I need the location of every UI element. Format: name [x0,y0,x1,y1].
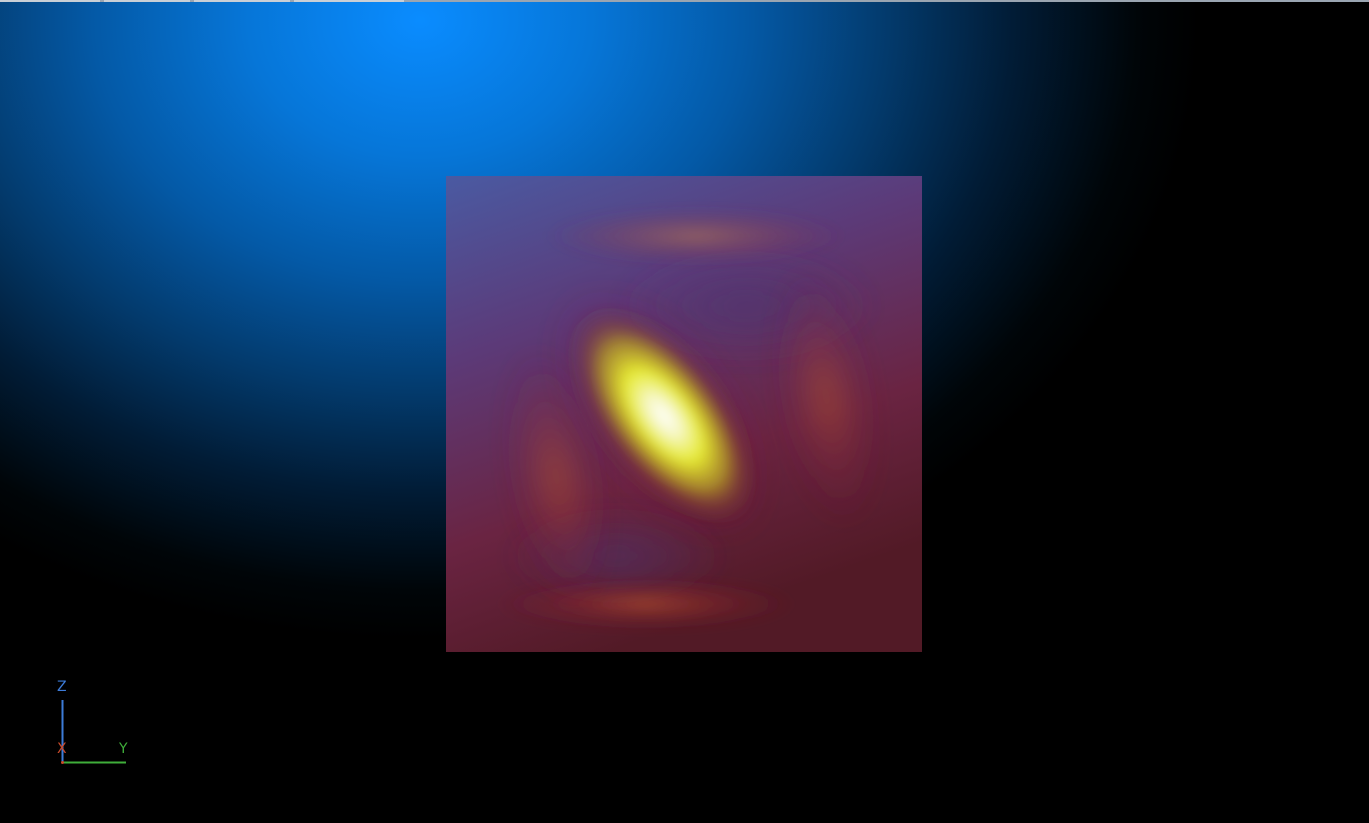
x-axis-label: X [57,741,67,757]
x-axis-line [61,761,64,764]
volume-slice-image [446,176,922,652]
intensity-peak [572,308,756,524]
orientation-axes-widget: Z X Y [50,676,140,771]
volume-slice-plane[interactable] [446,176,922,652]
y-axis-label: Y [119,741,128,757]
z-axis-label: Z [57,679,67,695]
lower-intensity-band [496,578,796,630]
upper-intensity-band [546,208,846,264]
window-top-edge [0,0,1369,2]
